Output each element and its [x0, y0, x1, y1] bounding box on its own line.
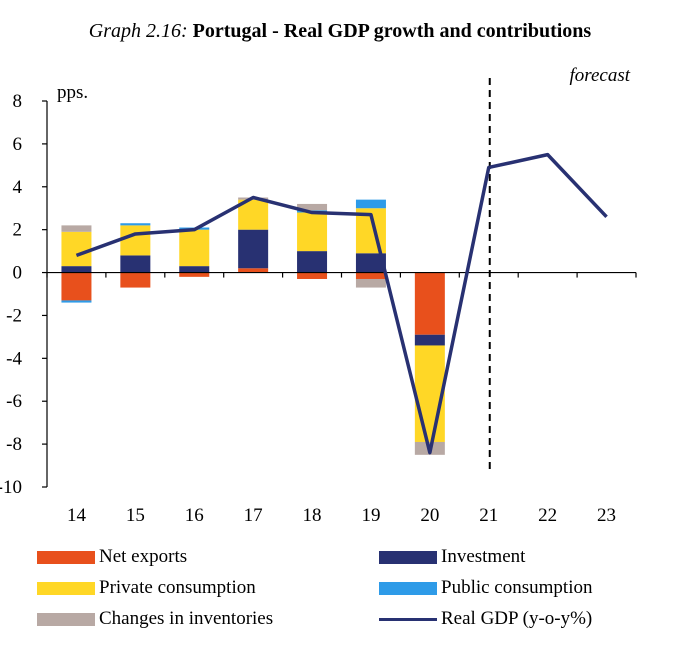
x-tick-label-20: 20 — [420, 505, 439, 526]
x-tick-label-14: 14 — [67, 505, 87, 526]
legend-swatch-investment — [379, 550, 437, 564]
legend-swatch-changes-in-inventories — [37, 612, 95, 626]
y-tick-label-0: 0 — [13, 263, 23, 284]
legend-item-net-exports: Net exports — [37, 545, 187, 569]
legend-label-investment: Investment — [441, 546, 526, 567]
bar-investment-16 — [179, 266, 210, 273]
y-tick-label--2: -2 — [6, 305, 22, 326]
legend-item-real-gdp: Real GDP (y-o-y%) — [379, 607, 592, 631]
bar-net-exports-17 — [238, 268, 269, 273]
forecast-label: forecast — [569, 65, 630, 86]
legend-swatch-net-exports — [37, 550, 95, 564]
legend-label-net-exports: Net exports — [99, 546, 188, 567]
bar-net-exports-19 — [355, 272, 386, 279]
x-tick-label-22: 22 — [538, 505, 557, 526]
bar-public-consumption-14 — [61, 300, 92, 303]
bar-net-exports-15 — [120, 272, 151, 288]
y-tick-label--6: -6 — [6, 391, 22, 412]
x-tick-label-23: 23 — [597, 505, 616, 526]
y-axis-unit-label: pps. — [57, 82, 88, 103]
legend-label-changes-in-inventories: Changes in inventories — [99, 608, 274, 629]
bar-changes-in-inventories-18 — [297, 203, 328, 211]
y-tick-label--4: -4 — [6, 348, 22, 369]
bar-net-exports-14 — [61, 272, 92, 301]
bar-private-consumption-15 — [120, 225, 151, 256]
bar-changes-in-inventories-14 — [61, 225, 92, 232]
x-tick-label-15: 15 — [126, 505, 145, 526]
legend-swatch-public-consumption — [379, 581, 437, 595]
bar-investment-17 — [238, 229, 269, 269]
bar-net-exports-16 — [179, 272, 210, 277]
legend-label-private-consumption: Private consumption — [99, 577, 256, 598]
legend-swatch-private-consumption — [37, 581, 95, 595]
x-tick-label-19: 19 — [361, 505, 380, 526]
chart-title-label: Graph 2.16: — [88, 20, 188, 42]
legend-item-private-consumption: Private consumption — [37, 576, 256, 600]
legend-item-investment: Investment — [379, 545, 525, 569]
bar-investment-15 — [120, 255, 151, 273]
bar-net-exports-18 — [297, 272, 328, 279]
y-tick-label--8: -8 — [6, 434, 22, 455]
legend-item-public-consumption: Public consumption — [379, 576, 592, 600]
bar-investment-20 — [414, 334, 445, 346]
y-tick-label--10: -10 — [0, 477, 22, 498]
bar-investment-14 — [61, 266, 92, 273]
line-real-gdp — [75, 152, 608, 455]
y-tick-label-8: 8 — [13, 91, 23, 112]
x-tick-label-21: 21 — [479, 505, 498, 526]
bar-private-consumption-18 — [297, 212, 328, 252]
y-tick-label-4: 4 — [13, 177, 23, 198]
chart-title-text: Portugal - Real GDP growth and contribut… — [192, 20, 592, 42]
bar-net-exports-20 — [414, 272, 445, 335]
y-tick-label-6: 6 — [13, 134, 23, 155]
chart-plot: 86420-2-4-6-8-1014151617181920212223pps.… — [0, 65, 637, 526]
x-tick-label-18: 18 — [303, 505, 322, 526]
bar-private-consumption-16 — [179, 229, 210, 267]
legend-label-real-gdp: Real GDP (y-o-y%) — [441, 608, 593, 629]
bar-changes-in-inventories-19 — [355, 278, 386, 288]
x-tick-label-17: 17 — [244, 505, 263, 526]
legend-label-public-consumption: Public consumption — [441, 577, 593, 598]
bar-private-consumption-14 — [61, 231, 92, 267]
legend-item-changes-in-inventories: Changes in inventories — [37, 607, 273, 631]
bar-investment-18 — [297, 251, 328, 273]
bar-public-consumption-15 — [120, 223, 151, 226]
bar-private-consumption-20 — [414, 345, 445, 442]
legend-swatch-real-gdp — [379, 617, 437, 621]
x-tick-label-16: 16 — [185, 505, 204, 526]
bar-investment-19 — [355, 253, 386, 273]
y-tick-label-2: 2 — [13, 220, 23, 241]
chart-title: Graph 2.16: Portugal - Real GDP growth a… — [60, 18, 620, 44]
bar-public-consumption-19 — [355, 199, 386, 209]
